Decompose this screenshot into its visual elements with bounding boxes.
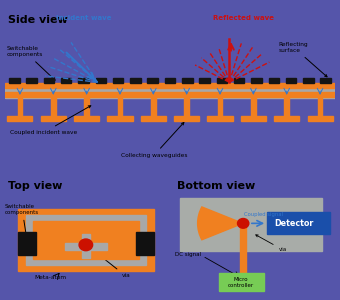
Bar xyxy=(219,273,264,291)
Circle shape xyxy=(79,239,92,251)
Text: Coupled signal: Coupled signal xyxy=(244,212,284,217)
Bar xyxy=(118,97,122,118)
Bar xyxy=(267,212,330,235)
Bar xyxy=(113,78,123,83)
Bar xyxy=(7,116,33,121)
Bar xyxy=(199,78,210,83)
Bar xyxy=(44,78,54,83)
Bar xyxy=(96,78,106,83)
Text: Detector: Detector xyxy=(274,219,313,228)
Text: Incident wave: Incident wave xyxy=(56,15,112,21)
Bar xyxy=(240,223,246,279)
Bar xyxy=(284,97,289,118)
Text: Reflected wave: Reflected wave xyxy=(213,15,274,21)
Bar xyxy=(9,78,20,83)
Bar xyxy=(136,232,154,255)
Text: Reflecting
surface: Reflecting surface xyxy=(279,42,327,77)
Text: Micro
controller: Micro controller xyxy=(228,277,254,288)
Bar xyxy=(182,78,192,83)
Text: Collecting waveguides: Collecting waveguides xyxy=(120,122,187,158)
Circle shape xyxy=(238,218,249,228)
Bar xyxy=(5,83,335,88)
Bar xyxy=(165,78,175,83)
Bar xyxy=(51,97,56,118)
Bar xyxy=(274,116,299,121)
Bar xyxy=(18,232,36,255)
Bar xyxy=(303,78,313,83)
Bar xyxy=(180,198,322,251)
Bar xyxy=(269,78,279,83)
Bar xyxy=(251,78,262,83)
Text: Coupled incident wave: Coupled incident wave xyxy=(10,106,91,135)
Bar xyxy=(41,116,66,121)
Bar xyxy=(320,78,331,83)
Bar xyxy=(61,78,71,83)
Bar xyxy=(27,78,37,83)
Bar xyxy=(148,78,158,83)
Bar xyxy=(18,209,154,271)
Text: Switchable
components: Switchable components xyxy=(7,46,55,80)
Bar xyxy=(107,116,133,121)
Bar xyxy=(82,235,90,258)
Bar xyxy=(234,78,244,83)
Text: Top view: Top view xyxy=(8,181,63,191)
Wedge shape xyxy=(198,207,243,240)
Text: Meta-atom: Meta-atom xyxy=(34,275,66,280)
Bar xyxy=(5,92,335,97)
Text: DC signal: DC signal xyxy=(175,252,201,257)
Bar xyxy=(130,78,141,83)
Text: Switchable
components: Switchable components xyxy=(5,204,39,241)
Bar xyxy=(78,78,89,83)
Bar xyxy=(207,116,233,121)
Text: via: via xyxy=(96,252,130,278)
Bar xyxy=(5,85,335,98)
Bar xyxy=(151,97,156,118)
Bar xyxy=(33,220,139,260)
Text: via: via xyxy=(256,235,287,252)
Text: Side view: Side view xyxy=(8,15,68,25)
Bar xyxy=(318,97,322,118)
Bar xyxy=(84,97,89,118)
Bar xyxy=(217,78,227,83)
Bar xyxy=(26,215,146,265)
Bar xyxy=(141,116,166,121)
Text: Bottom view: Bottom view xyxy=(177,181,255,191)
Bar xyxy=(286,78,296,83)
Bar xyxy=(174,116,199,121)
Bar xyxy=(218,97,222,118)
Bar xyxy=(251,97,256,118)
Bar xyxy=(307,116,333,121)
Bar xyxy=(18,97,22,118)
Bar xyxy=(65,243,107,250)
Bar xyxy=(184,97,189,118)
Bar xyxy=(241,116,266,121)
Bar xyxy=(74,116,99,121)
